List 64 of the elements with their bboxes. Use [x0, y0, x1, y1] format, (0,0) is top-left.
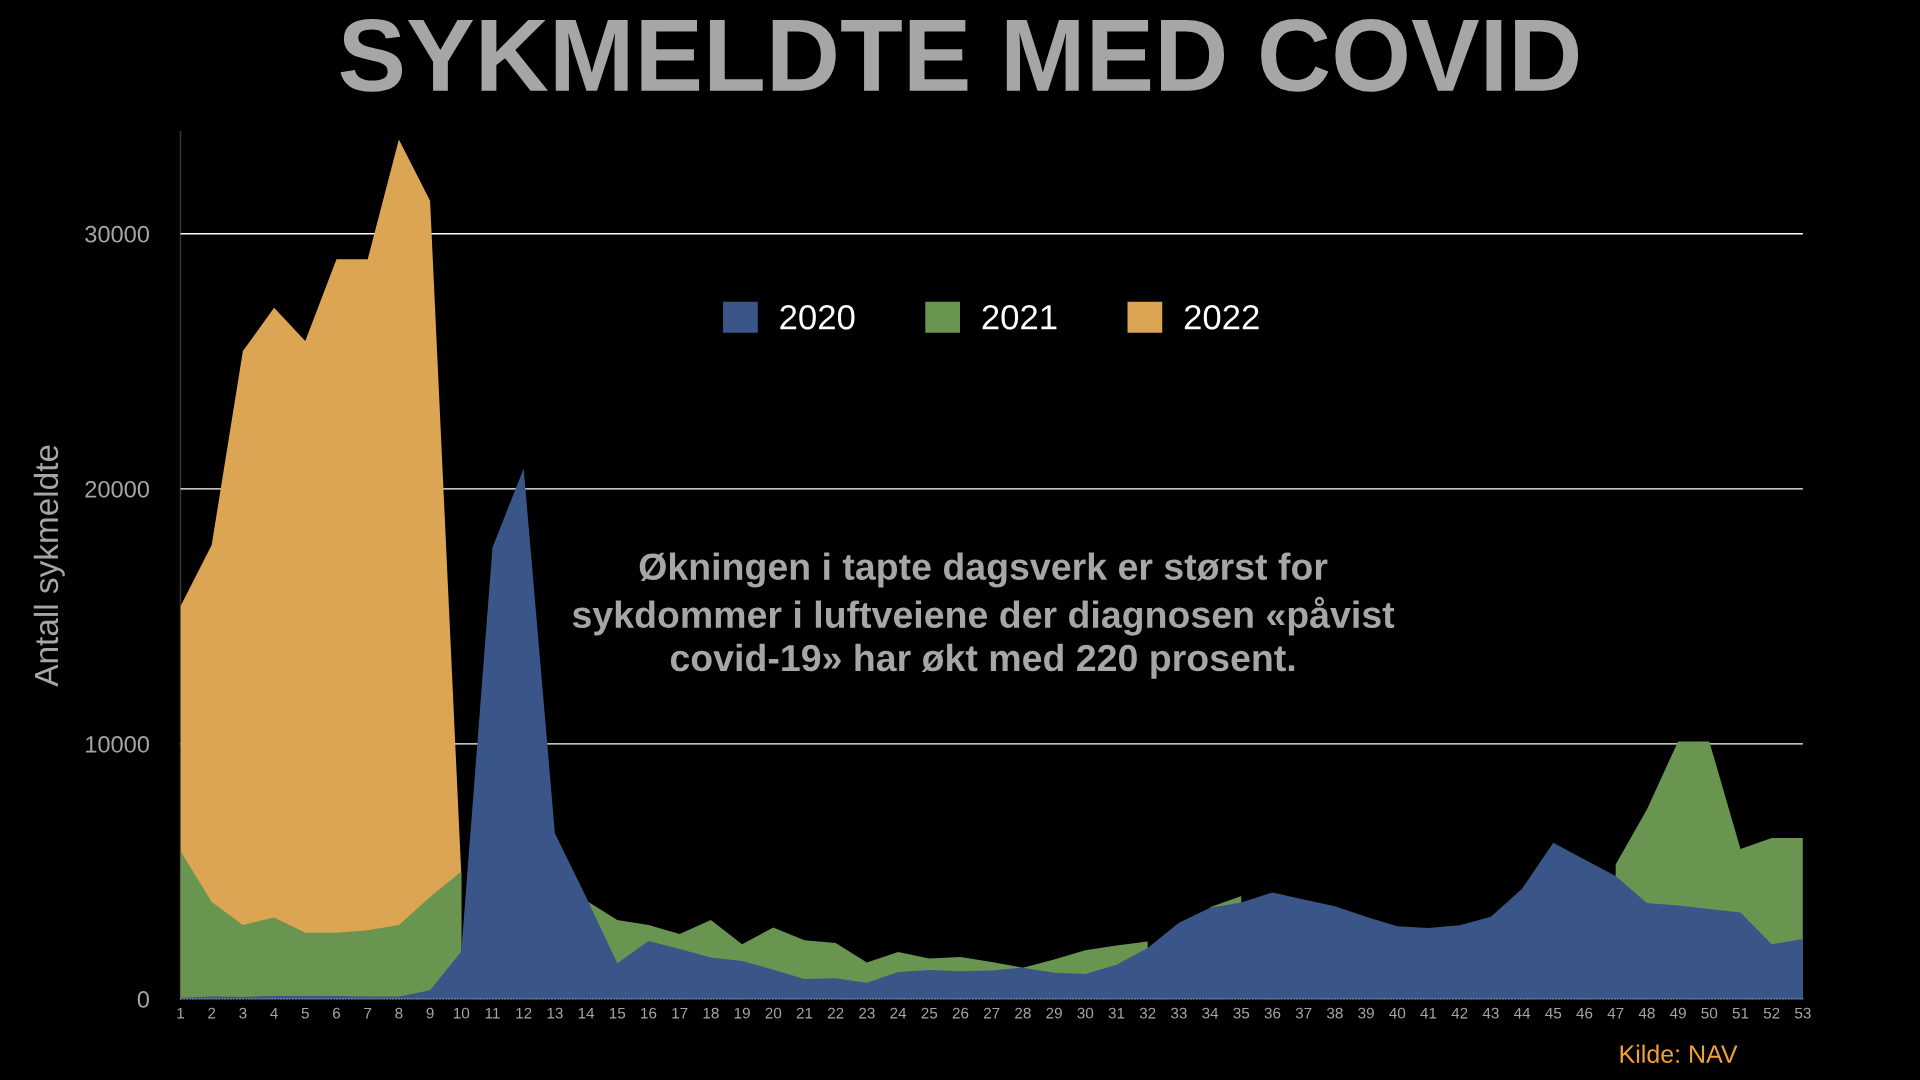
- x-tick-label: 39: [1358, 1007, 1374, 1019]
- x-tick-label: 49: [1669, 1007, 1686, 1019]
- x-tick-label: 21: [796, 1007, 813, 1019]
- x-tick-label: 17: [672, 1007, 688, 1019]
- x-tick-label: 7: [364, 1007, 372, 1019]
- y-axis-title: Antall sykmeldte: [33, 445, 65, 687]
- x-tick-label: 25: [921, 1007, 938, 1019]
- x-tick-label: 53: [1795, 1007, 1811, 1019]
- y-tick-label: 0: [137, 991, 149, 1008]
- x-tick-label: 36: [1264, 1007, 1281, 1019]
- x-tick-label: 8: [395, 1007, 403, 1019]
- x-tick-label: 40: [1389, 1007, 1406, 1019]
- legend-label: 2021: [982, 304, 1057, 330]
- x-tick-label: 37: [1295, 1007, 1312, 1019]
- x-tick-label: 23: [859, 1007, 875, 1019]
- x-tick-label: 13: [547, 1007, 563, 1019]
- x-tick-label: 51: [1732, 1007, 1749, 1019]
- x-tick-label: 4: [270, 1007, 278, 1019]
- text: Kilde: NAV: [1620, 1044, 1738, 1063]
- y-tick-label: 30000: [85, 225, 150, 243]
- x-tick-label: 50: [1701, 1007, 1718, 1019]
- x-tick-label: 43: [1482, 1007, 1499, 1019]
- x-tick-label: 10: [453, 1007, 470, 1019]
- x-tick-label: 28: [1015, 1007, 1031, 1019]
- x-tick-label: 19: [734, 1007, 750, 1019]
- x-tick-label: 15: [609, 1007, 626, 1019]
- x-tick-label: 34: [1202, 1007, 1219, 1019]
- x-tick-label: 48: [1638, 1007, 1655, 1019]
- x-tick-label: 22: [827, 1007, 844, 1019]
- x-tick-label: 29: [1046, 1007, 1062, 1019]
- chart-title: SYKMELDTE MED COVID: [340, 18, 1579, 92]
- legend-label: 2022: [1184, 304, 1259, 330]
- x-tick-label: 9: [426, 1007, 434, 1019]
- x-tick-label: 44: [1513, 1007, 1531, 1019]
- x-tick-label: 30: [1077, 1007, 1094, 1019]
- x-tick-label: 5: [301, 1007, 309, 1019]
- x-tick-label: 18: [703, 1007, 719, 1019]
- x-tick-label: 26: [952, 1007, 969, 1019]
- x-tick-label: 14: [578, 1007, 595, 1019]
- x-tick-label: 1: [177, 1007, 184, 1019]
- x-tick-label: 45: [1545, 1007, 1562, 1019]
- x-tick-label: 42: [1451, 1007, 1468, 1019]
- x-tick-label: 33: [1170, 1007, 1187, 1019]
- legend-label: 2020: [780, 304, 855, 330]
- x-tick-label: 38: [1326, 1007, 1343, 1019]
- x-tick-label: 3: [239, 1007, 247, 1019]
- x-tick-label: 27: [983, 1007, 1000, 1019]
- x-tick-label: 20: [765, 1007, 782, 1019]
- x-tick-label: 35: [1233, 1007, 1250, 1019]
- x-tick-label: 12: [516, 1007, 532, 1019]
- x-tick-label: 46: [1576, 1007, 1593, 1019]
- x-tick-label: 47: [1607, 1007, 1624, 1019]
- x-tick-label: 24: [890, 1007, 907, 1019]
- y-tick-label: 10000: [86, 736, 150, 753]
- x-tick-label: 6: [333, 1007, 341, 1019]
- x-tick-label: 52: [1763, 1007, 1780, 1019]
- x-tick-label: 11: [485, 1007, 500, 1019]
- y-tick-label: 20000: [85, 480, 150, 498]
- x-tick-label: 2: [208, 1007, 216, 1019]
- x-tick-label: 16: [641, 1007, 657, 1019]
- x-tick-label: 31: [1108, 1007, 1125, 1019]
- x-tick-label: 32: [1139, 1007, 1156, 1019]
- annotation: Økningen i tapte dagsverk er størst for sykdommer i luftveiene der diagnosen «påvist covid-19» har økt med 220 prosent.: [572, 552, 1395, 679]
- x-tick-label: 41: [1420, 1007, 1437, 1019]
